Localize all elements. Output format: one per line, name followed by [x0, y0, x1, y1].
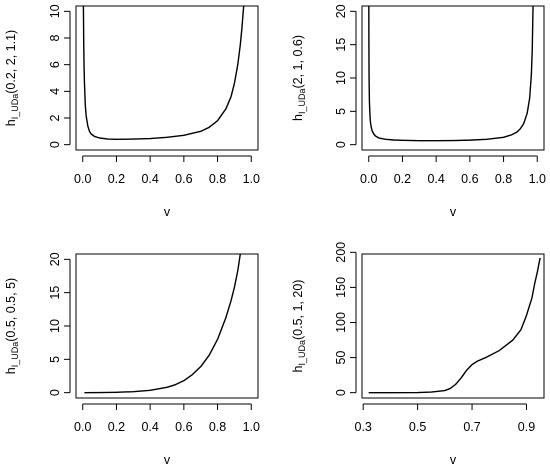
x-tick-label: 0.2 [394, 172, 411, 186]
y-tick-label: 20 [334, 4, 348, 18]
plot-frame [361, 253, 545, 399]
x-tick-label: 0.2 [108, 172, 125, 186]
y-tick-label: 100 [334, 312, 348, 333]
y-axis-label: hI_UDa(0.5, 1, 20) [291, 280, 307, 373]
x-tick-label: 0.8 [495, 172, 512, 186]
x-tick-label: 0.0 [74, 172, 91, 186]
x-tick-label: 0.8 [209, 172, 226, 186]
x-tick-label: 0.6 [175, 172, 192, 186]
y-tick-label: 0 [48, 141, 62, 148]
plot-frame [361, 5, 545, 151]
y-tick-label: 5 [48, 356, 62, 363]
x-tick-label: 0.4 [141, 172, 158, 186]
y-tick-label: 200 [334, 242, 348, 263]
x-tick-label: 1.0 [243, 172, 260, 186]
series-line-1 [84, 254, 242, 394]
y-tick-label: 0 [48, 389, 62, 396]
y-axis-label: hI_UDa(2, 1, 0.6) [291, 35, 307, 121]
y-tick-label: 50 [334, 351, 348, 365]
panel-2: 0.0 0.2 0.4 0.6 0.8 1.0 0 5 10 15 20 v hI_UDa(2, 1, … [291, 4, 546, 219]
y-tick-label: 15 [334, 38, 348, 52]
x-tick-label: 0.0 [74, 420, 91, 434]
y-tick-label: 0 [334, 141, 348, 148]
panel-3: 0.0 0.2 0.4 0.6 0.8 1.0 0 5 10 15 20 v hI_UDa(0.5, 0… [4, 252, 260, 467]
y-tick-label: 10 [48, 4, 62, 18]
y-tick-label: 150 [334, 277, 348, 298]
plot-frame [75, 5, 259, 151]
y-tick-label: 2 [48, 114, 62, 121]
x-tick-label: 0.7 [463, 420, 480, 434]
y-tick-label: 0 [334, 389, 348, 396]
x-tick-label: 1.0 [243, 420, 260, 434]
x-axis-label: v [164, 205, 171, 219]
y-tick-label: 10 [48, 319, 62, 333]
panel-4: 0.3 0.5 0.7 0.9 0 50 100 150 200 v hI_UDa(0.5, 1, … [291, 242, 545, 467]
series-line-1 [82, 6, 245, 141]
x-tick-label: 0.3 [355, 420, 372, 434]
x-tick-label: 0.0 [360, 172, 377, 186]
x-axis-label: v [450, 453, 457, 467]
panel-1: 0.0 0.2 0.4 0.6 0.8 1.0 0 2 4 6 8 10 v hI_UDa(0.2, 2,… [4, 4, 260, 219]
x-tick-label: 0.9 [518, 420, 535, 434]
series-line-1 [368, 257, 541, 394]
x-axis-label: v [450, 205, 457, 219]
y-tick-label: 8 [48, 34, 62, 41]
x-tick-label: 0.4 [141, 420, 158, 434]
x-tick-label: 0.5 [409, 420, 426, 434]
plot-frame [75, 253, 259, 399]
x-tick-label: 0.4 [427, 172, 444, 186]
y-tick-label: 10 [334, 71, 348, 85]
x-tick-label: 0.2 [108, 420, 125, 434]
x-tick-label: 0.8 [209, 420, 226, 434]
y-tick-label: 6 [48, 61, 62, 68]
x-tick-label: 0.6 [175, 420, 192, 434]
y-axis-label: hI_UDa(0.2, 2, 1.1) [4, 30, 20, 126]
y-tick-label: 15 [48, 286, 62, 300]
x-tick-label: 0.6 [461, 172, 478, 186]
y-axis-label: hI_UDa(0.5, 0.5, 5) [4, 278, 20, 374]
y-tick-label: 4 [48, 88, 62, 95]
y-tick-label: 5 [334, 108, 348, 115]
y-tick-label: 20 [48, 252, 62, 266]
series-line-1 [368, 6, 534, 142]
x-tick-label: 1.0 [529, 172, 546, 186]
x-axis-label: v [164, 453, 171, 467]
